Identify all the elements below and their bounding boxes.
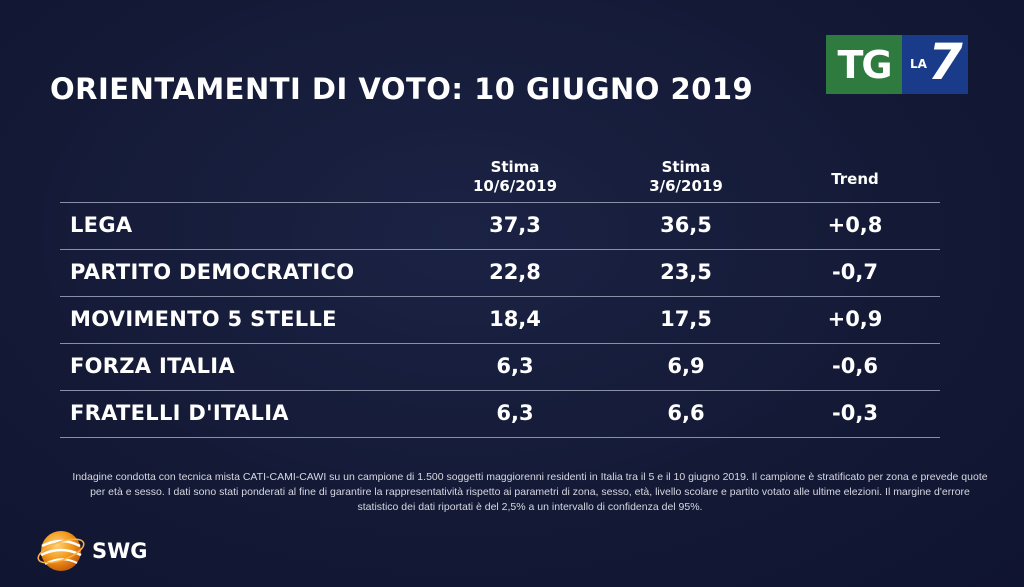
row-divider [60,437,940,438]
trend-value: +0,9 [827,307,883,331]
table-row: PARTITO DEMOCRATICO 22,8 23,5 -0,7 [60,250,940,297]
row-divider [60,296,940,297]
column-header-current-label: Stima [490,158,540,176]
table-row: FRATELLI D'ITALIA 6,3 6,6 -0,3 [60,391,940,438]
la-logo-text: LA [910,57,927,71]
trend-value: -0,7 [832,260,878,284]
party-name: LEGA [70,213,133,237]
column-header-previous-label: Stima [661,158,711,176]
la7-logo: LA 7 [902,35,968,94]
current-value: 37,3 [489,213,541,237]
table-row: FORZA ITALIA 6,3 6,9 -0,6 [60,344,940,391]
party-name: PARTITO DEMOCRATICO [70,260,355,284]
row-divider [60,343,940,344]
column-header-current: Stima 10/6/2019 [455,158,575,196]
swg-logo: SWG [36,528,148,574]
row-divider [60,249,940,250]
previous-value: 17,5 [660,307,712,331]
column-header-trend: Trend [795,170,915,189]
swg-logo-text: SWG [92,539,148,563]
table-row: LEGA 37,3 36,5 +0,8 [60,203,940,250]
previous-value: 36,5 [660,213,712,237]
trend-value: -0,3 [832,401,878,425]
previous-value: 6,9 [667,354,705,378]
page-title: ORIENTAMENTI DI VOTO: 10 GIUGNO 2019 [50,72,754,106]
header-divider [60,202,940,203]
tg-la7-logo: TG LA 7 [826,35,968,94]
column-header-previous: Stima 3/6/2019 [626,158,746,196]
column-header-current-date: 10/6/2019 [472,177,558,195]
party-name: FORZA ITALIA [70,354,235,378]
column-header-previous-date: 3/6/2019 [649,177,723,195]
trend-value: -0,6 [832,354,878,378]
trend-value: +0,8 [827,213,883,237]
previous-value: 6,6 [667,401,705,425]
seven-logo-text: 7 [928,35,963,91]
current-value: 18,4 [489,307,541,331]
party-name: MOVIMENTO 5 STELLE [70,307,337,331]
party-name: FRATELLI D'ITALIA [70,401,289,425]
methodology-footnote: Indagine condotta con tecnica mista CATI… [72,471,988,513]
row-divider [60,390,940,391]
column-header-trend-label: Trend [831,170,879,188]
table-row: MOVIMENTO 5 STELLE 18,4 17,5 +0,9 [60,297,940,344]
current-value: 6,3 [496,401,534,425]
current-value: 22,8 [489,260,541,284]
current-value: 6,3 [496,354,534,378]
tg-logo-text: TG [826,35,902,94]
previous-value: 23,5 [660,260,712,284]
swg-globe-icon [37,531,85,571]
